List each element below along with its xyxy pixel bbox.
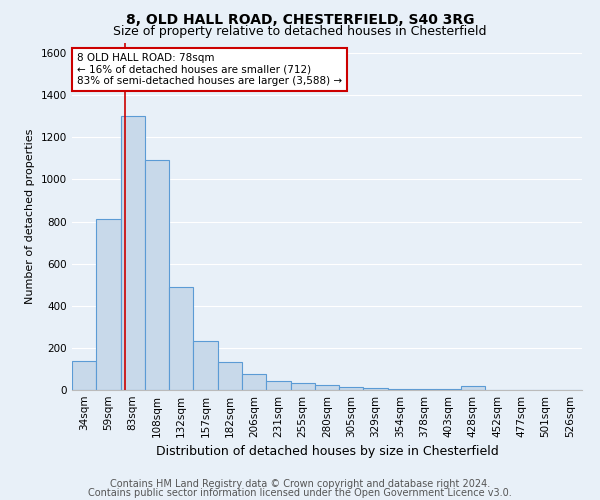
- Bar: [72, 360, 96, 390]
- Bar: [218, 362, 242, 390]
- Bar: [266, 380, 290, 390]
- Bar: [412, 389, 436, 390]
- Bar: [169, 287, 193, 390]
- Text: Contains public sector information licensed under the Open Government Licence v3: Contains public sector information licen…: [88, 488, 512, 498]
- Bar: [193, 340, 218, 390]
- Bar: [339, 387, 364, 390]
- Y-axis label: Number of detached properties: Number of detached properties: [25, 128, 35, 304]
- Bar: [364, 388, 388, 390]
- Bar: [436, 389, 461, 390]
- Bar: [388, 389, 412, 390]
- Text: Contains HM Land Registry data © Crown copyright and database right 2024.: Contains HM Land Registry data © Crown c…: [110, 479, 490, 489]
- Bar: [242, 374, 266, 390]
- X-axis label: Distribution of detached houses by size in Chesterfield: Distribution of detached houses by size …: [155, 446, 499, 458]
- Bar: [96, 220, 121, 390]
- Text: Size of property relative to detached houses in Chesterfield: Size of property relative to detached ho…: [113, 25, 487, 38]
- Bar: [290, 382, 315, 390]
- Text: 8 OLD HALL ROAD: 78sqm
← 16% of detached houses are smaller (712)
83% of semi-de: 8 OLD HALL ROAD: 78sqm ← 16% of detached…: [77, 53, 342, 86]
- Text: 8, OLD HALL ROAD, CHESTERFIELD, S40 3RG: 8, OLD HALL ROAD, CHESTERFIELD, S40 3RG: [126, 12, 474, 26]
- Bar: [121, 116, 145, 390]
- Bar: [315, 384, 339, 390]
- Bar: [145, 160, 169, 390]
- Bar: [461, 386, 485, 390]
